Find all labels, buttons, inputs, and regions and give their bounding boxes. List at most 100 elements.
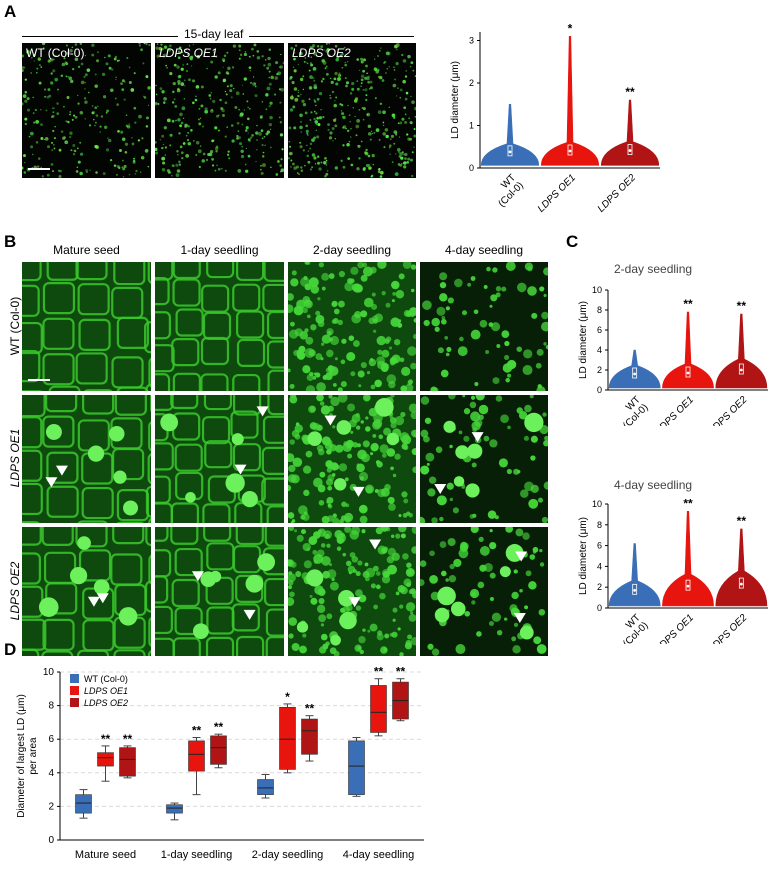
lipid-droplet-speck	[292, 66, 295, 69]
lipid-droplet	[329, 444, 337, 452]
legend-label: LDPS OE2	[84, 698, 128, 708]
lipid-droplet-speck	[354, 115, 356, 118]
lipid-droplet-speck	[164, 154, 167, 156]
lipid-droplet-speck	[56, 102, 59, 105]
lipid-droplet-speck	[390, 138, 392, 140]
lipid-droplet-speck	[377, 110, 382, 114]
lipid-droplet-speck	[323, 49, 325, 51]
lipid-droplet-speck	[126, 124, 131, 129]
lipid-droplet-speck	[322, 115, 325, 119]
lipid-droplet-speck	[167, 48, 172, 52]
lipid-droplet	[391, 631, 398, 638]
arrowhead-marker	[87, 596, 100, 607]
lipid-droplet-speck	[53, 136, 57, 140]
lipid-droplet-speck	[61, 136, 66, 140]
lipid-droplet-speck	[60, 130, 64, 133]
lipid-droplet	[376, 335, 386, 346]
lipid-droplet-speck	[236, 121, 240, 125]
lipid-droplet-speck	[403, 161, 407, 165]
lipid-droplet	[391, 280, 400, 290]
large-lipid-droplet	[465, 483, 480, 498]
lipid-droplet	[491, 322, 501, 332]
lipid-droplet	[290, 395, 297, 399]
cell-wall	[202, 503, 231, 523]
lipid-droplet-speck	[407, 54, 411, 59]
lipid-droplet	[395, 591, 400, 596]
lipid-droplet-speck	[70, 149, 73, 152]
lipid-droplet-speck	[290, 46, 294, 50]
lipid-droplet	[328, 395, 333, 399]
cell-wall	[45, 395, 78, 413]
lipid-droplet-speck	[102, 95, 107, 99]
lipid-droplet	[315, 314, 325, 324]
significance-mark: **	[123, 732, 133, 746]
lipid-droplet	[303, 489, 310, 497]
lipid-droplet-speck	[177, 56, 181, 60]
lipid-droplet-speck	[24, 122, 27, 126]
lipid-droplet	[529, 395, 534, 399]
lipid-droplet-speck	[365, 98, 368, 102]
lipid-droplet	[329, 581, 339, 591]
lipid-droplet-speck	[289, 75, 293, 79]
violin-median	[508, 150, 512, 154]
lipid-droplet-speck	[350, 127, 352, 130]
lipid-droplet	[487, 510, 497, 519]
lipid-droplet-speck	[178, 160, 181, 164]
lipid-droplet-speck	[267, 56, 271, 61]
lipid-droplet-speck	[327, 128, 330, 132]
lipid-droplet-speck	[342, 115, 346, 120]
lipid-droplet-speck	[91, 105, 94, 107]
lipid-droplet-speck	[145, 75, 149, 79]
lipid-droplet	[318, 646, 327, 654]
lipid-droplet-speck	[40, 123, 43, 127]
cell-wall	[42, 353, 75, 386]
lipid-droplet	[537, 497, 544, 503]
box	[279, 706, 296, 770]
lipid-droplet	[462, 395, 466, 398]
cell-wall	[172, 372, 201, 391]
lipid-droplet	[495, 286, 502, 292]
cell-wall	[22, 416, 43, 449]
lipid-droplet-speck	[379, 102, 383, 105]
lipid-droplet	[393, 339, 401, 346]
box	[301, 718, 318, 755]
lipid-droplet-speck	[256, 50, 260, 53]
lipid-droplet-speck	[148, 43, 151, 47]
lipid-droplet	[389, 417, 397, 424]
lipid-droplet-speck	[299, 141, 302, 144]
lipid-droplet	[341, 501, 347, 507]
lipid-droplet-speck	[97, 105, 99, 108]
lipid-droplet-speck	[411, 100, 415, 105]
lipid-droplet-speck	[390, 134, 394, 138]
lipid-droplet	[511, 636, 517, 642]
lipid-droplet-speck	[91, 111, 95, 115]
lipid-droplet-speck	[374, 58, 376, 60]
lipid-droplet-speck	[94, 124, 96, 127]
lipid-droplet	[434, 326, 440, 332]
lipid-droplet-speck	[155, 46, 159, 50]
lipid-droplet-speck	[30, 56, 33, 59]
lipid-droplet-speck	[399, 88, 403, 92]
x-tick-label: WT(Col-0)	[489, 172, 526, 209]
cell-wall	[235, 574, 264, 603]
significance-mark: **	[101, 732, 111, 746]
lipid-droplet	[401, 434, 412, 445]
lipid-droplet	[406, 562, 412, 568]
lipid-droplet-speck	[247, 154, 251, 158]
lipid-droplet	[291, 429, 300, 438]
lipid-droplet-speck	[74, 115, 78, 119]
significance-mark: **	[214, 720, 224, 734]
lipid-droplet-speck	[318, 91, 323, 96]
lipid-droplet-speck	[32, 96, 34, 99]
lipid-droplet	[372, 433, 377, 438]
lipid-droplet	[395, 290, 405, 299]
lipid-droplet-speck	[36, 71, 38, 74]
lipid-droplet-speck	[74, 57, 79, 62]
lipid-droplet-speck	[292, 162, 295, 166]
cell-wall	[148, 357, 151, 388]
lipid-droplet	[360, 453, 370, 463]
cell-wall	[22, 321, 43, 355]
lipid-droplet	[431, 648, 440, 656]
lipid-droplet	[486, 266, 491, 272]
